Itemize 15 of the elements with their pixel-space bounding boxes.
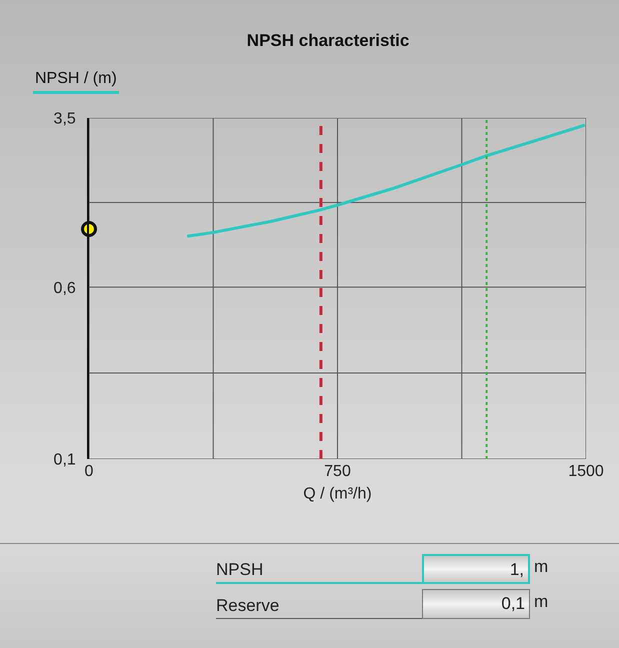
- text: m: [534, 592, 548, 612]
- x-tick-label: 750: [324, 463, 351, 480]
- y-axis-title: NPSH / (m): [33, 70, 119, 94]
- y-tick-label: 0,1: [54, 452, 76, 469]
- y-tick-label: 0,6: [54, 280, 76, 297]
- text: m: [534, 557, 548, 577]
- x-tick-label: 0: [84, 463, 94, 480]
- value-field: 0,1: [422, 589, 530, 619]
- value-field: 1,: [422, 554, 530, 584]
- chart-title: NPSH characteristic: [246, 30, 410, 50]
- x-tick-label: 1500: [568, 463, 604, 480]
- text: NPSH: [216, 560, 422, 584]
- text: Reserve: [216, 596, 422, 619]
- x-axis-title: Q / (m³/h): [303, 486, 372, 503]
- y-tick-label: 3,5: [54, 110, 76, 128]
